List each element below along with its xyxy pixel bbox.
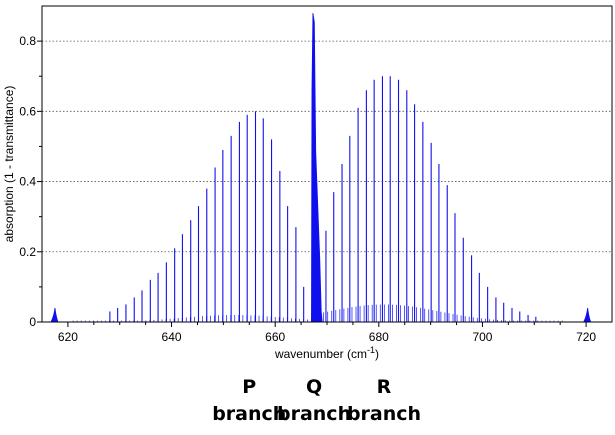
- x-tick-label-0: 620: [58, 330, 78, 344]
- q-branch-peak: [311, 12, 323, 323]
- branch-label-q-letter: Q: [306, 376, 322, 398]
- axis-ticks: 620 640 660 680 700 720 0 0.2 0.4 0.6 0.8: [19, 34, 596, 344]
- x-tick-label-3: 680: [369, 330, 389, 344]
- x-tick-label-4: 700: [472, 330, 492, 344]
- x-axis-title-tail: ): [375, 347, 379, 361]
- y-tick-label-4: 0.8: [19, 34, 36, 48]
- y-tick-label-3: 0.6: [19, 104, 36, 118]
- x-axis-title-superscript: -1: [367, 345, 375, 355]
- edge-peak-0: [50, 307, 59, 323]
- grid-lines: [42, 40, 612, 253]
- branch-label-p-word: branch: [212, 403, 286, 425]
- y-axis-title: absorption (1 - transmittance): [2, 86, 16, 243]
- branch-label-q-word: branch: [277, 403, 351, 425]
- y-tick-label-0: 0: [29, 315, 36, 329]
- x-tick-label-1: 640: [162, 330, 182, 344]
- x-tick-label-2: 660: [265, 330, 285, 344]
- spectrum-lines: [50, 12, 592, 323]
- branch-label-r-word: branch: [347, 403, 421, 425]
- y-tick-label-1: 0.2: [19, 245, 36, 259]
- x-axis-title: wavenumber (cm-1): [274, 345, 379, 361]
- y-tick-label-2: 0.4: [19, 175, 36, 189]
- branch-label-r-letter: R: [377, 376, 392, 398]
- x-tick-label-5: 720: [576, 330, 596, 344]
- plot-background: [42, 6, 612, 322]
- edge-peak-1: [582, 307, 592, 323]
- branch-label-p-letter: P: [242, 376, 256, 398]
